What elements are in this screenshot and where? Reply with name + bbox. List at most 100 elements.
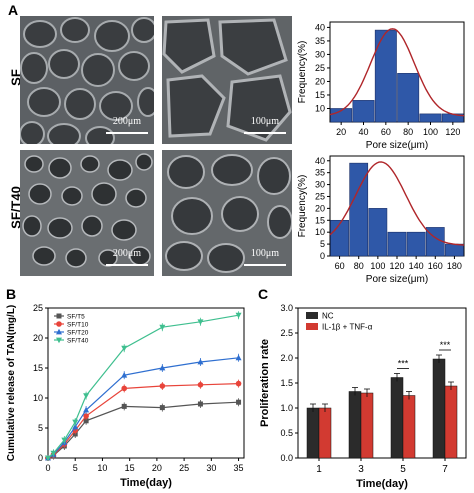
y-tick-label: 30	[315, 180, 325, 190]
data-point	[50, 450, 57, 457]
data-point	[235, 312, 242, 319]
x-tick-label: 1	[316, 464, 322, 475]
data-point	[159, 383, 166, 389]
legend-entry: NC	[322, 312, 334, 321]
y-tick-label: 5	[38, 423, 43, 433]
scale-label: 100μm	[250, 248, 280, 259]
gaussian-fit-line	[329, 161, 465, 246]
x-tick-label: 80	[403, 127, 413, 137]
y-tick-label: 15	[33, 363, 43, 373]
histogram-bar	[352, 100, 375, 123]
sem-image-sf-low: 200μm	[20, 16, 154, 144]
y-tick-label: 40	[315, 156, 325, 166]
y-tick-label: 15	[315, 215, 325, 225]
data-point	[83, 393, 90, 399]
sem-image-sf-high: 100μm	[162, 16, 292, 144]
x-tick-label: 15	[125, 463, 135, 473]
data-point	[83, 413, 89, 419]
data-point	[121, 372, 128, 378]
data-point	[72, 423, 79, 430]
y-tick-label: 10	[315, 103, 325, 113]
y-tick-label: 2.5	[280, 328, 293, 338]
scale-label: 100μm	[250, 116, 280, 127]
y-tick-label: 20	[315, 76, 325, 86]
sem-texture	[162, 150, 292, 276]
bar	[432, 358, 446, 459]
scale-label: 200μm	[112, 248, 142, 259]
data-point	[83, 406, 90, 413]
data-point	[159, 364, 166, 371]
data-point	[159, 324, 166, 331]
histogram-sf: 20 40 60 80 100 120 10 15 20 25 30 35 40 Pore size(μm…	[297, 21, 465, 151]
legend-entry: SF/T20	[67, 330, 89, 337]
legend-swatch	[306, 323, 318, 330]
y-axis-label: Cumulative release of TAN(mg/L)	[6, 305, 17, 462]
data-point	[121, 385, 128, 392]
y-axis-label: Frequency(%)	[297, 41, 308, 104]
y-tick-label: 15	[315, 90, 325, 100]
sem-texture	[20, 150, 154, 276]
series-line	[47, 357, 239, 459]
y-axis-label: Proliferation rate	[259, 339, 271, 427]
x-axis-label: Pore size(μm)	[366, 140, 428, 151]
x-axis-label: Time(day)	[356, 478, 408, 490]
histogram-bar	[406, 231, 426, 257]
histogram-bar	[387, 231, 407, 257]
data-point	[72, 419, 79, 426]
bar	[444, 385, 458, 459]
data-point	[61, 437, 68, 444]
data-point	[56, 337, 62, 344]
bar	[318, 407, 332, 459]
x-tick-label: 100	[423, 127, 438, 137]
x-tick-label: 40	[358, 127, 368, 137]
y-tick-label: 25	[315, 191, 325, 201]
histogram-bar	[445, 243, 464, 257]
data-point	[197, 382, 204, 388]
x-tick-label: 7	[442, 464, 448, 475]
y-tick-label: 25	[315, 63, 325, 73]
bar	[306, 407, 320, 459]
bar	[348, 391, 362, 459]
x-tick-label: 5	[400, 464, 406, 475]
panel-label-c: C	[258, 286, 269, 302]
panel-label-b: B	[6, 286, 17, 302]
x-tick-label: 140	[409, 261, 424, 271]
significance-label: ***	[398, 359, 409, 369]
x-tick-label: 3	[358, 464, 364, 475]
y-tick-label: 0.0	[280, 453, 293, 463]
legend-entry: SF/T10	[67, 322, 89, 329]
x-tick-label: 80	[354, 261, 364, 271]
x-tick-label: 60	[381, 127, 391, 137]
plot-frame	[47, 307, 245, 459]
histogram-bar	[397, 73, 420, 123]
y-tick-label: 35	[315, 168, 325, 178]
data-point	[121, 403, 127, 409]
sem-texture	[162, 16, 292, 144]
scale-bar	[106, 264, 148, 266]
data-point	[159, 405, 165, 411]
legend-swatch	[306, 312, 318, 319]
scale-bar	[244, 264, 286, 266]
data-point	[83, 418, 89, 424]
x-tick-label: 120	[445, 127, 460, 137]
x-tick-label: 30	[206, 463, 216, 473]
y-tick-label: 0	[320, 251, 325, 261]
histogram-bar	[368, 208, 388, 257]
x-tick-label: 20	[152, 463, 162, 473]
x-axis-label: Pore size(μm)	[366, 274, 428, 285]
x-tick-label: 5	[73, 463, 78, 473]
data-point	[56, 321, 62, 327]
histogram-bar	[419, 113, 442, 123]
x-tick-label: 180	[447, 261, 462, 271]
scale-bar	[244, 132, 286, 134]
bar	[390, 377, 404, 459]
gaussian-fit-line	[329, 28, 465, 117]
data-point	[235, 354, 242, 361]
y-tick-label: 10	[33, 393, 43, 403]
y-tick-label: 1.0	[280, 403, 293, 413]
sem-image-sft40-low: 200μm	[20, 150, 154, 276]
scale-bar	[106, 132, 148, 134]
y-tick-label: 0	[38, 453, 43, 463]
histogram-bar	[330, 219, 349, 257]
